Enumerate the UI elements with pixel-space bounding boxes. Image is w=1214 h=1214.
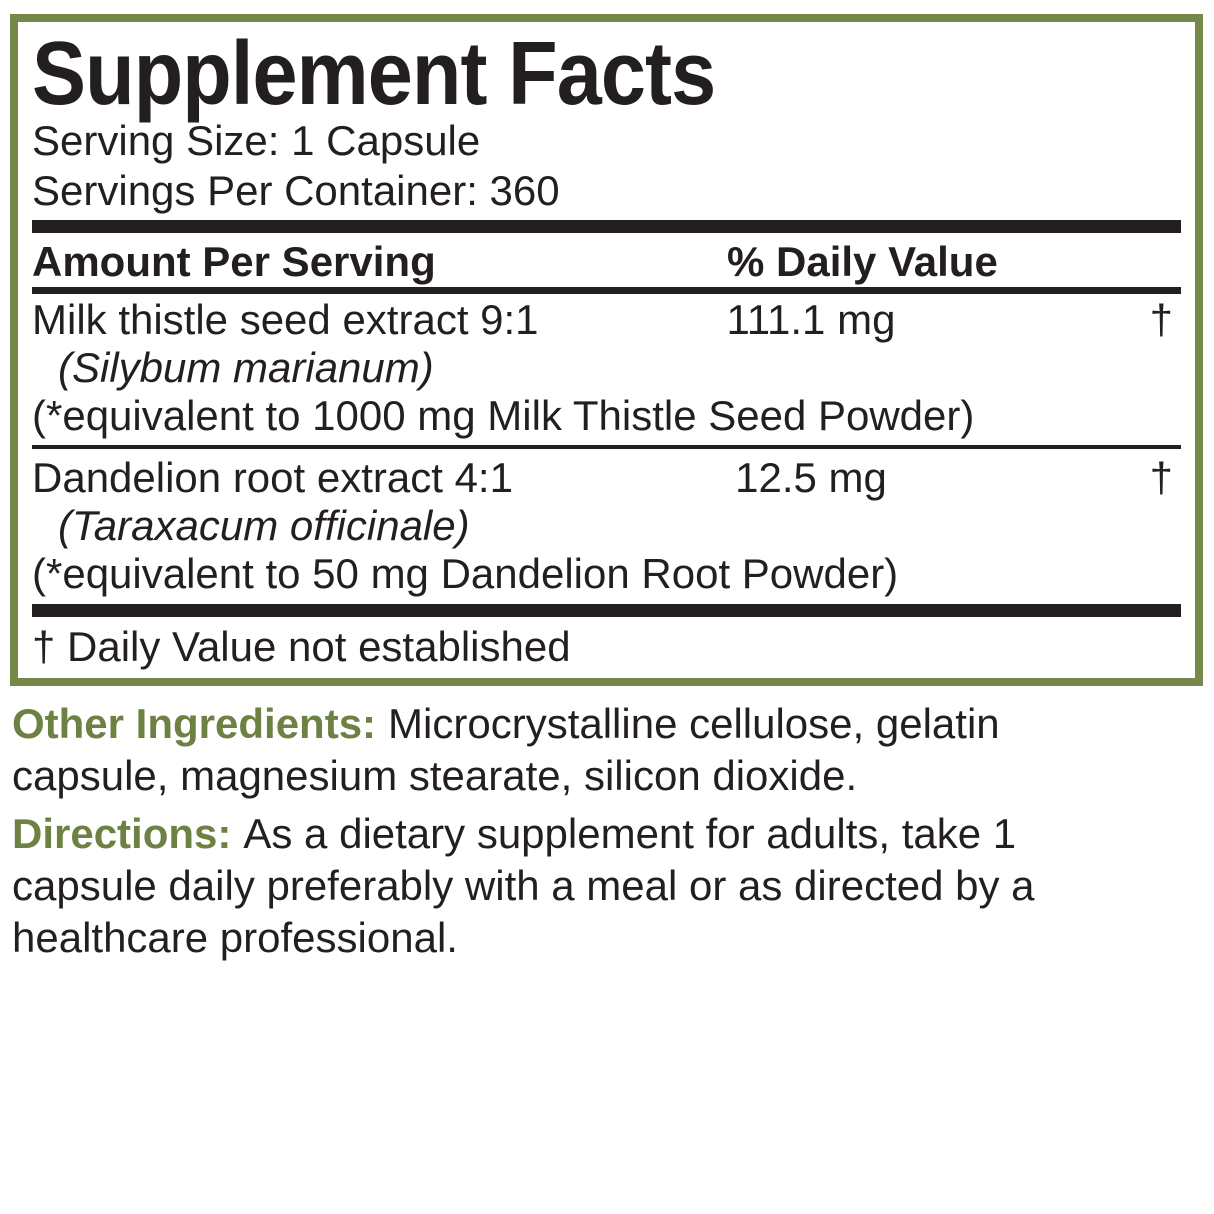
other-ingredients-paragraph: Other Ingredients: Microcrystalline cellu… [12, 698, 1202, 802]
directions-line-3: healthcare professional. [12, 914, 458, 961]
daily-value-footnote: † Daily Value not established [32, 623, 571, 670]
directions-paragraph: Directions: As a dietary supplement for a… [12, 808, 1202, 964]
nutrient-latin-name: (Silybum marianum) [58, 344, 434, 391]
divider-thick-bottom [32, 604, 1181, 617]
divider-thin [32, 445, 1181, 449]
nutrient-amount: 12.5 mg [735, 454, 887, 501]
nutrient-row-dandelion: Dandelion root extract 4:1 12.5 mg † (Ta… [32, 454, 1181, 598]
nutrient-row-milk-thistle: Milk thistle seed extract 9:1 111.1 mg †… [32, 296, 1181, 440]
other-ingredients-line-1: Microcrystalline cellulose, gelatin [388, 700, 1000, 747]
nutrient-equivalent-note: (*equivalent to 50 mg Dandelion Root Pow… [32, 550, 899, 597]
supplement-facts-panel: Supplement Facts Serving Size: 1 Capsule… [10, 14, 1203, 686]
label-body-text: Other Ingredients: Microcrystalline cellu… [12, 698, 1202, 964]
divider-medium [32, 287, 1181, 294]
nutrient-amount: 111.1 mg [726, 296, 896, 343]
nutrient-daily-value-dagger: † [1149, 296, 1173, 343]
panel-title: Supplement Facts [32, 24, 716, 124]
nutrient-name: Dandelion root extract 4:1 [32, 454, 513, 501]
other-ingredients-label: Other Ingredients: [12, 700, 377, 747]
divider-thick-top [32, 220, 1181, 233]
daily-value-header: % Daily Value [727, 238, 998, 285]
nutrient-latin-name: (Taraxacum officinale) [58, 502, 470, 549]
nutrient-daily-value-dagger: † [1149, 454, 1173, 501]
directions-line-1: As a dietary supplement for adults, take… [243, 810, 1017, 857]
nutrient-equivalent-note: (*equivalent to 1000 mg Milk Thistle See… [32, 392, 975, 439]
amount-per-serving-header: Amount Per Serving [32, 238, 436, 285]
other-ingredients-line-2: capsule, magnesium stearate, silicon dio… [12, 752, 858, 799]
serving-size: Serving Size: 1 Capsule [32, 117, 481, 164]
nutrient-main-line: Milk thistle seed extract 9:1 111.1 mg † [32, 296, 1181, 344]
nutrient-main-line: Dandelion root extract 4:1 12.5 mg † [32, 454, 1181, 502]
servings-per-container: Servings Per Container: 360 [32, 167, 560, 214]
directions-line-2: capsule daily preferably with a meal or … [12, 862, 1035, 909]
directions-label: Directions: [12, 810, 232, 857]
nutrient-name: Milk thistle seed extract 9:1 [32, 296, 539, 343]
table-header-row: Amount Per Serving % Daily Value [32, 237, 1181, 287]
